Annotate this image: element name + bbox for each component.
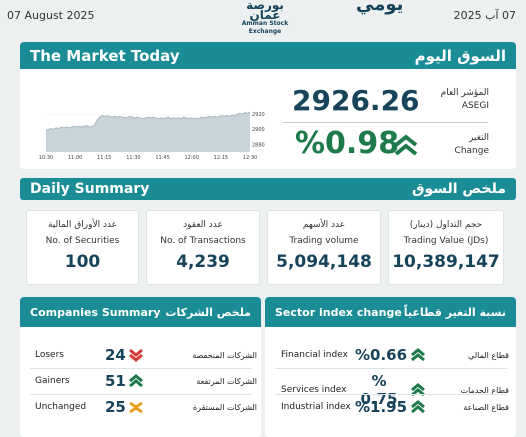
market-today-title-ar: السوق اليوم (414, 46, 506, 65)
title-fragment: يومي (356, 0, 404, 15)
double-chevron-down-icon (129, 348, 143, 362)
summary-label-en: Trading Value (JDs) (403, 236, 489, 246)
index-label: المؤشر العام ASEGI (441, 87, 489, 113)
summary-value: 100 (64, 252, 101, 272)
y-tick-label: 2900 (252, 127, 265, 133)
x-tick-label: 12:30 (243, 155, 257, 161)
market-today-title-en: The Market Today (30, 46, 180, 65)
row-label-en: Losers (35, 350, 64, 360)
market-today-card: The Market Today السوق اليوم 10:30 11:00 1… (20, 42, 516, 169)
index-label-ar: المؤشر العام (440, 88, 489, 98)
double-chevron-up-icon (411, 400, 425, 414)
daily-summary-section: Daily Summary ملخص السوق عدد الأوراق الم… (20, 178, 516, 288)
change-label: التغير Change (455, 132, 489, 158)
sector-title-en: Sector index change (275, 305, 402, 319)
companies-summary-header: Companies Summary ملخص الشركات (20, 297, 261, 327)
chart-line (45, 111, 251, 132)
double-chevron-up-icon (411, 348, 425, 362)
company-row-gainers: Gainers 51 الشركات المرتفعة (35, 372, 257, 390)
row-value: %0.66 (355, 346, 408, 364)
companies-title-en: Companies Summary (30, 305, 161, 319)
x-tick-label: 11:30 (126, 155, 140, 161)
logo-english: Amman Stock Exchange (241, 20, 289, 35)
company-row-losers: Losers 24 الشركات المنخفضة (35, 346, 257, 364)
index-label-en: ASEGI (461, 101, 489, 111)
row-divider (30, 368, 252, 369)
x-tick-label: 12:00 (185, 155, 199, 161)
x-tick-label: 11:00 (68, 155, 82, 161)
divider (283, 122, 488, 123)
row-label-en: Financial index (281, 350, 348, 360)
daily-summary-header: Daily Summary ملخص السوق (20, 178, 516, 200)
index-value: 2926.26 (292, 84, 420, 117)
summary-label-ar: عدد الأسهم (302, 220, 346, 230)
row-label-en: Services index (281, 385, 347, 395)
x-tick-label: 11:45 (155, 155, 169, 161)
row-label-ar: الشركات المستقرة (192, 402, 257, 412)
summary-label-ar: حجم التداول (دينار) (409, 220, 483, 230)
companies-summary-card: Companies Summary ملخص الشركات Losers 24… (20, 297, 261, 437)
sector-title-ar: نسبة التغير قطاعياً (403, 305, 506, 319)
companies-title-ar: ملخص الشركات (165, 305, 251, 319)
row-label-en: Unchanged (35, 402, 87, 412)
row-label-ar: قطاع الصناعة (463, 402, 509, 412)
date-arabic: 07 آب 2025 (453, 9, 516, 22)
double-chevron-up-icon (411, 383, 425, 397)
row-label-ar: الشركات المنخفضة (192, 350, 257, 360)
row-value: %1.95 (355, 398, 408, 416)
summary-volume: عدد الأسهم Trading volume 5,094,148 (267, 210, 381, 285)
sector-row-industrial: Industrial index %1.95 قطاع الصناعة (281, 398, 509, 416)
ase-logo: بورصة عمان Amman Stock Exchange (232, 0, 298, 35)
x-tick-label: 10:30 (39, 155, 53, 161)
summary-label-en: No. of Transactions (160, 236, 246, 246)
daily-summary-title-en: Daily Summary (30, 181, 150, 197)
summary-value-jd: حجم التداول (دينار) Trading Value (JDs) … (388, 210, 504, 285)
summary-transactions: عدد العقود No. of Transactions 4,239 (146, 210, 260, 285)
date-english: 07 August 2025 (7, 9, 95, 22)
market-today-header: The Market Today السوق اليوم (20, 42, 516, 69)
row-divider (275, 368, 507, 369)
change-value: %0.98 (295, 126, 400, 161)
row-divider (30, 394, 252, 395)
summary-label-en: No. of Securities (45, 236, 120, 246)
chart-y-axis: 2920 2900 2880 (252, 112, 265, 148)
sector-index-header: Sector index change نسبة التغير قطاعياً (265, 297, 516, 327)
chart-x-axis: 10:30 11:00 11:15 11:30 11:45 12:00 12:15 12:30 (39, 155, 257, 161)
summary-value: 5,094,148 (276, 252, 372, 272)
x-tick-label: 11:15 (97, 155, 111, 161)
chart-area (46, 111, 250, 152)
y-tick-label: 2920 (252, 112, 265, 118)
change-label-ar: التغير (469, 133, 489, 143)
row-label-en: Gainers (35, 376, 70, 386)
summary-label-ar: عدد العقود (183, 220, 223, 230)
logo-arabic: بورصة عمان (246, 0, 284, 22)
row-label-ar: الشركات المرتفعة (196, 376, 257, 386)
sector-index-card: Sector index change نسبة التغير قطاعياً … (265, 297, 516, 437)
y-tick-label: 2880 (252, 142, 265, 148)
chevron-x-icon (129, 401, 143, 414)
summary-value: 4,239 (176, 252, 230, 272)
summary-value: 10,389,147 (392, 252, 500, 272)
row-label-en: Industrial index (281, 402, 351, 412)
summary-label-en: Trading volume (289, 236, 359, 246)
summary-securities: عدد الأوراق المالية No. of Securities 10… (26, 210, 139, 285)
daily-summary-title-ar: ملخص السوق (411, 181, 506, 197)
double-chevron-up-icon (394, 134, 418, 156)
row-value: 24 (105, 346, 126, 364)
summary-label-ar: عدد الأوراق المالية (47, 220, 118, 230)
index-intraday-chart: 10:30 11:00 11:15 11:30 11:45 12:00 12:15 12:30… (39, 111, 265, 161)
row-label-ar: قطاع الخدمات (460, 385, 509, 395)
double-chevron-up-icon (129, 374, 143, 388)
x-tick-label: 12:15 (214, 155, 228, 161)
row-value: 51 (105, 372, 126, 390)
row-divider (275, 394, 507, 395)
change-label-en: Change (454, 146, 489, 156)
company-row-unchanged: Unchanged 25 الشركات المستقرة (35, 398, 257, 416)
row-value: 25 (105, 398, 126, 416)
sector-row-financial: Financial index %0.66 قطاع المالي (281, 346, 509, 364)
row-label-ar: قطاع المالي (468, 350, 509, 360)
